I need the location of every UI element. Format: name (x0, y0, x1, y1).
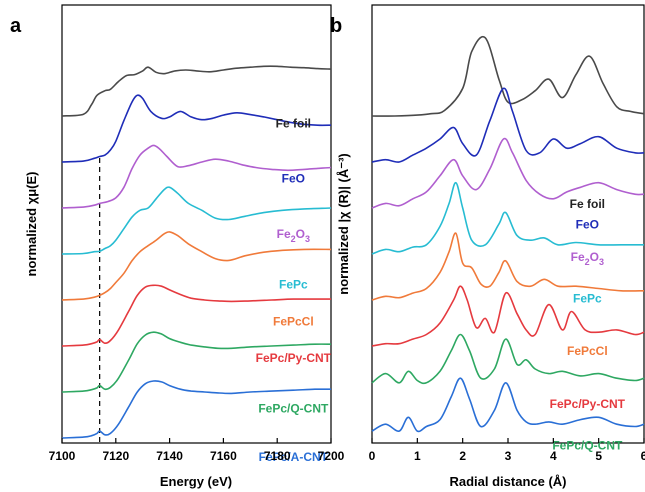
panel-b-series-fe2o3 (371, 137, 645, 209)
panel-b-y-axis-title: normalized |χ (R)| (Å⁻³) (336, 153, 351, 295)
panel-b-series-fepc (371, 181, 644, 255)
panel-a-plot-frame (61, 4, 332, 444)
panel-b-series-fepc-q-cnt (371, 333, 645, 385)
panel-b-x-tick-label-5: 5 (595, 449, 602, 463)
panel-b-plot-frame (371, 4, 645, 444)
panel-b-x-tick-label-3: 3 (505, 449, 512, 463)
panel-a-x-axis: 7100 7120 7140 7160 7180 7200 (49, 438, 345, 463)
panel-b-x-tick-label-0: 0 (369, 449, 376, 463)
panel-a-series-fepc-q-cnt (61, 331, 332, 393)
panel-a-series-fe2o3 (61, 144, 332, 209)
panel-a-series-feo (61, 94, 332, 163)
panel-a-series-group (61, 65, 332, 439)
panel-b-series-fe-foil (371, 35, 645, 117)
panel-a-series-label-fepc-py-cnt: FePc/Py-CNT (256, 351, 332, 365)
panel-b-series-label-feo: FeO (576, 218, 599, 232)
panel-b-x-tick-label-1: 1 (414, 449, 421, 463)
panel-b-x-tick-label-2: 2 (459, 449, 466, 463)
panel-b-series-fepc-a-cnt (371, 377, 645, 433)
panel-b-x-axis: 0 1 2 3 4 5 6 (369, 438, 645, 463)
panel-a: a Fe foilFeOFe2O3FePcFePcClFePc/Py-CNTFe… (10, 4, 345, 489)
panel-a-series-fepc-py-cnt (61, 284, 331, 347)
panel-a-series-fepccl (61, 231, 332, 301)
panel-b-series-label-fepc: FePc (573, 291, 602, 305)
panel-a-series-label-fe2o3: Fe2O3 (277, 227, 310, 244)
panel-a-series-labels: Fe foil FeO Fe2O3 FePc FePcCl FePc/Py-CNT FePc… (256, 117, 332, 465)
panel-a-y-axis-title: normalized χμ(E) (24, 171, 39, 276)
panel-a-x-tick-label-4: 7180 (264, 449, 291, 463)
panel-a-series-label-feo: FeO (282, 172, 305, 186)
panel-b-series-group (371, 35, 645, 433)
panel-b-series-label-fepc-q-cnt: FePc/Q-CNT (552, 439, 623, 453)
panel-a-x-tick-label-5: 7200 (318, 449, 345, 463)
panel-a-series-fepc-a-cnt (61, 380, 332, 439)
panel-b-x-axis-title: Radial distance (Å) (449, 474, 566, 489)
panel-b-series-labels: Fe foil FeO Fe2O3 FePc FePcCl FePc/Py-CNT FePc… (550, 197, 626, 453)
panel-b-series-label-fe-foil: Fe foil (570, 197, 605, 211)
panel-a-x-tick-label-3: 7160 (210, 449, 237, 463)
panel-a-series-label-fepc-a-cnt: FePc/A-CNT (259, 450, 329, 464)
panel-b-series-label-fepccl: FePcCl (567, 344, 608, 358)
panel-b-series-fepccl (371, 232, 645, 301)
panel-a-x-axis-title: Energy (eV) (160, 474, 232, 489)
panel-a-series-label-fepccl: FePcCl (273, 314, 314, 328)
panel-a-x-tick-label-0: 7100 (49, 449, 76, 463)
panel-a-x-tick-label-1: 7120 (102, 449, 129, 463)
panel-a-series-fepc (61, 186, 332, 255)
panel-b-series-fepc-py-cnt (371, 285, 645, 347)
panel-a-label: a (10, 15, 22, 37)
panel-a-series-fe-foil (61, 65, 332, 117)
panel-b-series-label-fepc-py-cnt: FePc/Py-CNT (550, 397, 626, 411)
panel-b-series-label-fe2o3: Fe2O3 (571, 250, 604, 267)
panel-b-x-tick-label-6: 6 (641, 449, 645, 463)
panel-b-label: b (330, 15, 342, 37)
panel-b: b Fe foilFeOFe2O3FePcFePcClFePc/Py-CNTFe… (330, 4, 645, 489)
panel-b-x-tick-label-4: 4 (550, 449, 557, 463)
panel-a-x-tick-label-2: 7140 (156, 449, 183, 463)
panel-a-series-label-fe-foil: Fe foil (276, 117, 311, 131)
panel-b-series-feo (371, 87, 645, 163)
panel-a-series-label-fepc-q-cnt: FePc/Q-CNT (258, 402, 329, 416)
panel-a-series-label-fepc: FePc (279, 278, 308, 292)
